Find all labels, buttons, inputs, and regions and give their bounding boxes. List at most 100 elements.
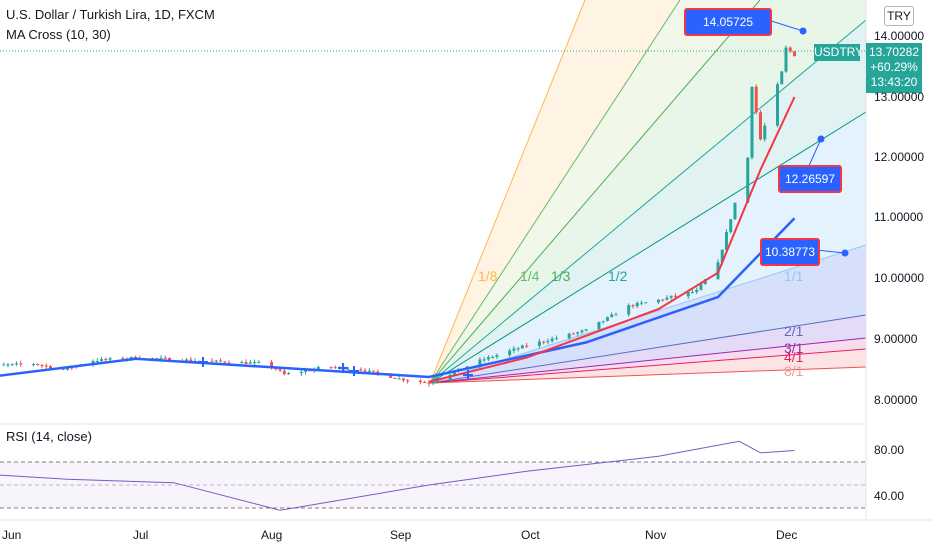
candle-body (661, 299, 665, 301)
candle-body (282, 370, 286, 375)
price-tick: 11.00000 (874, 210, 924, 224)
candle-body (542, 341, 546, 343)
candle-body (780, 71, 784, 85)
fan-line-1-2 (429, 19, 867, 384)
candle-body (516, 348, 520, 350)
chart-title[interactable]: U.S. Dollar / Turkish Lira, 1D, FXCM (6, 7, 215, 22)
candle-body (703, 279, 707, 285)
candle-body (253, 362, 257, 364)
rsi-levels (0, 461, 866, 509)
change-percent: +60.29% (870, 60, 918, 74)
candle-body (452, 371, 456, 375)
candle-body (537, 341, 541, 346)
candle-body (36, 363, 40, 365)
candle-body (656, 299, 660, 303)
candle-body (227, 362, 231, 364)
price-tick: 8.00000 (874, 393, 918, 407)
candle-body (546, 341, 550, 343)
callout-connectors (767, 19, 849, 257)
callout-connector-1 (767, 19, 804, 32)
fan-line-8-1 (429, 348, 867, 384)
callout-label[interactable]: 14.05725 (684, 8, 772, 36)
candle-body (644, 302, 648, 304)
callout-anchor-3 (841, 249, 849, 257)
candle-body (121, 358, 125, 360)
candle-body (550, 338, 554, 342)
ma-10-line (428, 96, 796, 383)
fan-line-1-4 (429, 0, 681, 384)
candle-body (758, 112, 762, 140)
candle-body (435, 380, 439, 383)
fan-label: 1/4 (520, 268, 540, 284)
fan-line-3-1 (429, 314, 867, 384)
candle-body (431, 382, 435, 384)
candle-body (495, 355, 499, 357)
candle-body (270, 362, 274, 368)
candle-body (793, 51, 797, 57)
candle-body (478, 359, 482, 367)
time-tick: Aug (261, 528, 283, 542)
cross-marker (338, 363, 348, 373)
candle-body (95, 361, 99, 363)
candle-body (287, 373, 291, 375)
ma-cross-legend[interactable]: MA Cross (10, 30) (6, 27, 111, 42)
symbol-label: USDTRY (814, 44, 864, 61)
candle-body (104, 359, 108, 361)
candle-body (108, 358, 112, 360)
candle-body (304, 370, 308, 372)
candle-body (15, 363, 19, 365)
candle-body (393, 377, 397, 379)
candle-body (673, 295, 677, 297)
candle-body (525, 345, 529, 347)
callout-anchor-1 (799, 27, 807, 35)
candle-body (44, 365, 48, 367)
candle-body (372, 370, 376, 372)
candle-body (163, 357, 167, 359)
currency-button[interactable]: TRY (884, 6, 914, 26)
callout-label[interactable]: 12.26597 (778, 165, 842, 193)
callout-label[interactable]: 10.38773 (760, 238, 820, 266)
rsi-line (0, 440, 795, 511)
fan-label: 3/1 (784, 340, 804, 356)
candle-body (100, 359, 104, 362)
cross-marker (198, 357, 208, 367)
cross-marker (349, 366, 359, 376)
candle-body (571, 333, 575, 335)
candle-body (316, 367, 320, 370)
candle-body (299, 371, 303, 374)
candle-body (775, 84, 779, 126)
candle-body (2, 364, 6, 366)
time-tick: Oct (521, 528, 540, 542)
fan-label: 1/3 (551, 268, 571, 284)
candle-body (363, 370, 367, 372)
candle-body (631, 305, 635, 307)
rsi-tick: 80.00 (874, 443, 905, 457)
rsi-legend[interactable]: RSI (14, close) (6, 429, 92, 444)
candle-body (155, 358, 159, 360)
fan-label: 1/8 (478, 268, 498, 284)
candle-body (512, 348, 516, 351)
candle-body (32, 363, 36, 365)
price-tick: 14.00000 (874, 29, 925, 43)
candle-body (763, 125, 767, 140)
candle-body (784, 47, 788, 72)
candle-body (554, 338, 558, 340)
ma-30-line (0, 217, 796, 379)
fan-line-4-1 (429, 337, 867, 384)
candle-body (40, 364, 44, 366)
candle-body (639, 302, 643, 304)
candle-body (427, 382, 431, 384)
callout-connector-2 (807, 138, 822, 169)
fan-label: 8/1 (784, 363, 804, 379)
candle-body (66, 367, 70, 370)
candle-body (576, 332, 580, 334)
candle-body (720, 249, 724, 263)
candle-body (665, 297, 669, 300)
time-tick: Nov (645, 528, 667, 542)
price-tick: 9.00000 (874, 332, 918, 346)
candle-body (418, 380, 422, 383)
price-tick: 10.00000 (874, 271, 925, 285)
rsi-tick: 40.00 (874, 489, 905, 503)
candle-body (19, 363, 23, 365)
candle-body (486, 357, 490, 360)
